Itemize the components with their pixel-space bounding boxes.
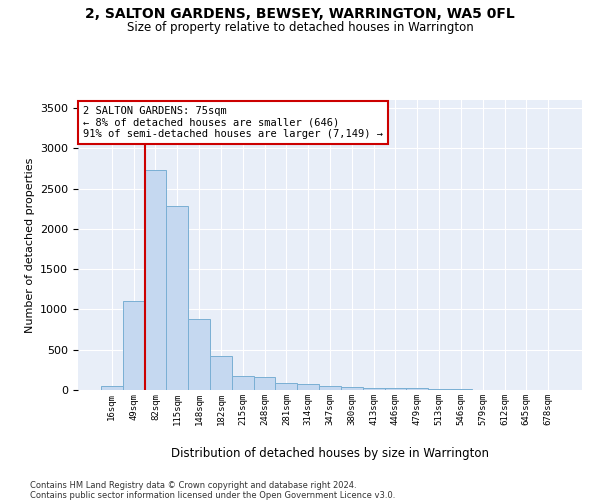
Bar bbox=[406, 388, 428, 390]
Bar bbox=[297, 384, 319, 390]
Text: Contains HM Land Registry data © Crown copyright and database right 2024.: Contains HM Land Registry data © Crown c… bbox=[30, 481, 356, 490]
Bar bbox=[363, 388, 385, 390]
Text: 2, SALTON GARDENS, BEWSEY, WARRINGTON, WA5 0FL: 2, SALTON GARDENS, BEWSEY, WARRINGTON, W… bbox=[85, 8, 515, 22]
Bar bbox=[210, 356, 232, 390]
Text: Contains public sector information licensed under the Open Government Licence v3: Contains public sector information licen… bbox=[30, 491, 395, 500]
Bar bbox=[145, 170, 166, 390]
Bar bbox=[101, 386, 123, 390]
Text: 2 SALTON GARDENS: 75sqm
← 8% of detached houses are smaller (646)
91% of semi-de: 2 SALTON GARDENS: 75sqm ← 8% of detached… bbox=[83, 106, 383, 139]
Text: Size of property relative to detached houses in Warrington: Size of property relative to detached ho… bbox=[127, 22, 473, 35]
Bar bbox=[254, 377, 275, 390]
Bar bbox=[341, 387, 363, 390]
Bar bbox=[123, 302, 145, 390]
Bar bbox=[232, 376, 254, 390]
Text: Distribution of detached houses by size in Warrington: Distribution of detached houses by size … bbox=[171, 448, 489, 460]
Bar bbox=[385, 388, 406, 390]
Bar bbox=[428, 389, 450, 390]
Bar bbox=[275, 383, 297, 390]
Bar bbox=[319, 386, 341, 390]
Bar bbox=[188, 319, 210, 390]
Y-axis label: Number of detached properties: Number of detached properties bbox=[25, 158, 35, 332]
Bar bbox=[166, 206, 188, 390]
